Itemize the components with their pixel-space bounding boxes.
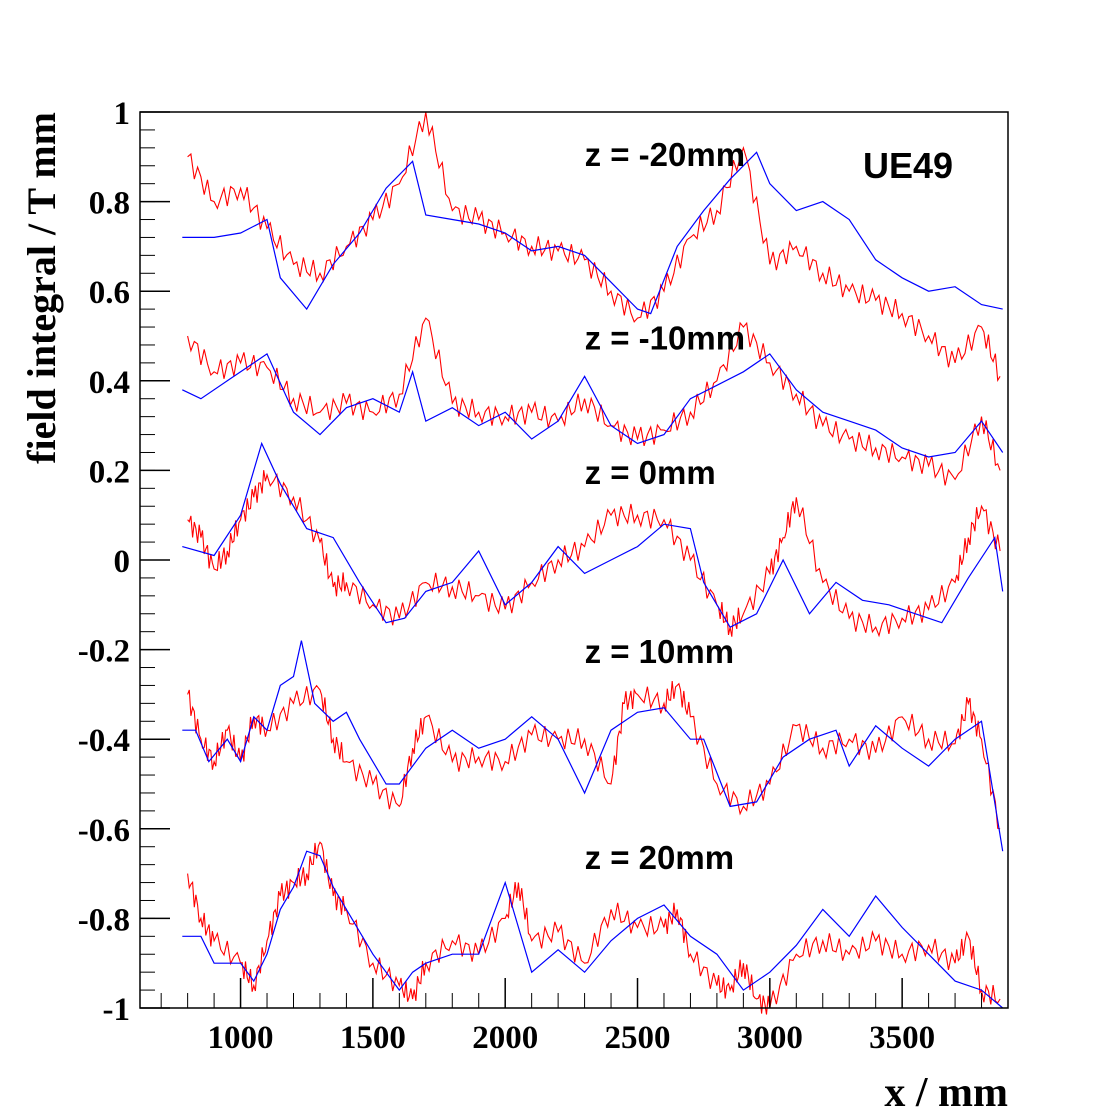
y-axis-ticks: 1 0.8 0.6 0.4 0.2 0 -0.2 -0.4 -0.6 -0.8 -1 xyxy=(78,96,170,1028)
series-line-measured-z-20mm xyxy=(187,841,1001,1015)
x-tick-label: 2500 xyxy=(605,1020,671,1056)
curve-annotation: z = 20mm xyxy=(585,839,735,876)
series-line-measured-z-0mm xyxy=(187,470,1001,638)
y-tick-label: 0 xyxy=(114,544,131,580)
series-line-measured-z-10mm xyxy=(187,681,1001,830)
series-line-simulated-z-20mm xyxy=(182,151,1003,315)
series-line-simulated-z-20mm xyxy=(182,850,1004,1009)
curve-annotations: z = -20mm z = -10mm z = 0mm z = 10mm z = 20m… xyxy=(585,136,746,876)
y-tick-label: -0.8 xyxy=(78,902,130,938)
series-line-simulated-z-10mm xyxy=(182,640,1004,852)
y-tick-label: -0.2 xyxy=(78,634,130,670)
series-line-measured-z-10mm xyxy=(187,317,1001,486)
curve-annotation: z = 10mm xyxy=(585,633,735,670)
y-tick-label: 0.2 xyxy=(89,454,130,490)
x-tick-label: 3500 xyxy=(869,1020,935,1056)
x-tick-label: 1000 xyxy=(208,1020,274,1056)
y-tick-label: 0.4 xyxy=(89,365,130,401)
y-tick-label: -0.4 xyxy=(78,723,130,759)
chart-tag: UE49 xyxy=(863,145,953,186)
y-axis-label: field integral / T mm xyxy=(19,112,64,464)
y-tick-label: -0.6 xyxy=(78,813,130,849)
x-tick-label: 3000 xyxy=(737,1020,803,1056)
curve-annotation: z = -10mm xyxy=(585,319,746,356)
series-line-simulated-z-10mm xyxy=(182,353,1004,458)
x-axis-label: x / mm xyxy=(884,1070,1008,1116)
y-tick-label: 0.6 xyxy=(89,275,130,311)
y-tick-label: 1 xyxy=(114,96,131,132)
y-tick-label: -1 xyxy=(103,992,131,1028)
series-line-measured-z-20mm xyxy=(187,111,1001,383)
x-tick-label: 2000 xyxy=(472,1020,538,1056)
y-tick-label: 0.8 xyxy=(89,186,130,222)
series-line-simulated-z-0mm xyxy=(182,441,1004,628)
x-tick-label: 1500 xyxy=(340,1020,406,1056)
series-layer xyxy=(182,111,1004,1015)
x-axis-ticks: 1000 1500 2000 2500 3000 3500 xyxy=(160,978,983,1056)
curve-annotation: z = 0mm xyxy=(585,454,716,491)
curve-annotation: z = -20mm xyxy=(585,136,746,173)
